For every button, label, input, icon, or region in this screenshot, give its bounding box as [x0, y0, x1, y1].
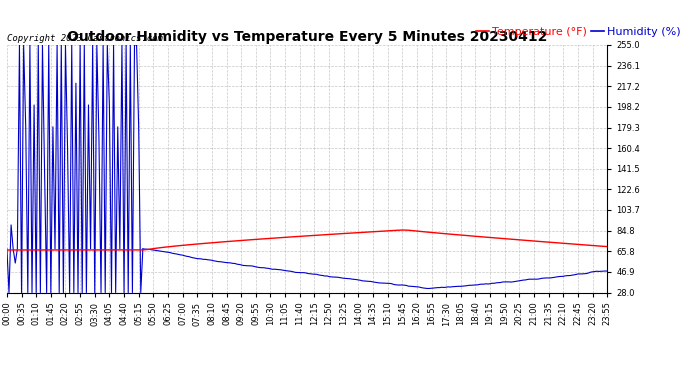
Legend: Temperature (°F), Humidity (%): Temperature (°F), Humidity (%) [471, 23, 685, 42]
Title: Outdoor Humidity vs Temperature Every 5 Minutes 20230412: Outdoor Humidity vs Temperature Every 5 … [67, 30, 547, 44]
Text: Copyright 2023 Cartronics.com: Copyright 2023 Cartronics.com [7, 33, 163, 42]
